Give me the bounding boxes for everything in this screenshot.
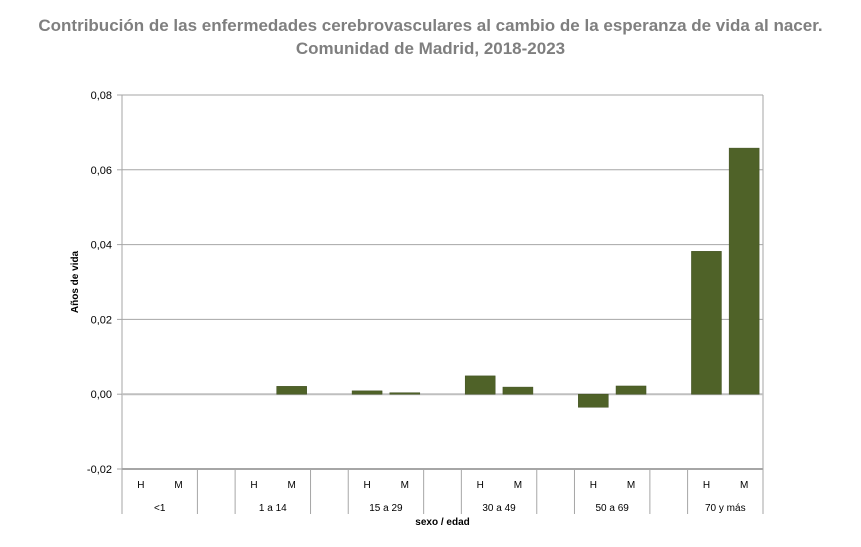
- y-tick-label: 0,02: [91, 314, 112, 326]
- sex-label: H: [477, 480, 484, 491]
- sex-label: H: [363, 480, 370, 491]
- bar-70-y-m-s-M: [728, 147, 760, 395]
- bar-15-a-29-H: [351, 390, 383, 395]
- sex-label: M: [514, 480, 522, 491]
- age-group-label: 15 a 29: [369, 503, 403, 514]
- sex-label: H: [250, 480, 257, 491]
- y-axis-title: Años de vida: [70, 250, 81, 313]
- chart-title: Contribución de las enfermedades cerebro…: [38, 16, 823, 58]
- sex-label: M: [174, 480, 182, 491]
- x-axis-title: sexo / edad: [415, 517, 469, 528]
- bar-30-a-49-M: [502, 386, 534, 395]
- sex-label: H: [703, 480, 710, 491]
- sex-label: H: [137, 480, 144, 491]
- y-tick-label: 0,00: [91, 389, 112, 401]
- bar-50-a-69-H: [578, 393, 609, 408]
- sex-label: M: [740, 480, 748, 491]
- sex-label: M: [401, 480, 409, 491]
- age-group-label: 50 a 69: [595, 503, 629, 514]
- age-group-label: 30 a 49: [482, 503, 516, 514]
- sex-label: M: [627, 480, 635, 491]
- y-tick-label: 0,06: [91, 165, 112, 177]
- bar-70-y-m-s-H: [691, 251, 722, 395]
- bar-15-a-29-M: [389, 392, 421, 395]
- sex-label: M: [288, 480, 296, 491]
- bar-50-a-69-M: [615, 385, 647, 395]
- bar-30-a-49-H: [464, 375, 496, 395]
- bar-1-a-14-M: [276, 386, 307, 395]
- age-group-label: <1: [154, 503, 166, 514]
- y-tick-label: -0,02: [87, 464, 112, 476]
- y-tick-label: 0,04: [91, 240, 112, 252]
- sex-label: H: [590, 480, 597, 491]
- age-group-label: 70 y más: [705, 503, 746, 514]
- age-group-label: 1 a 14: [259, 503, 287, 514]
- y-tick-label: 0,08: [91, 90, 112, 102]
